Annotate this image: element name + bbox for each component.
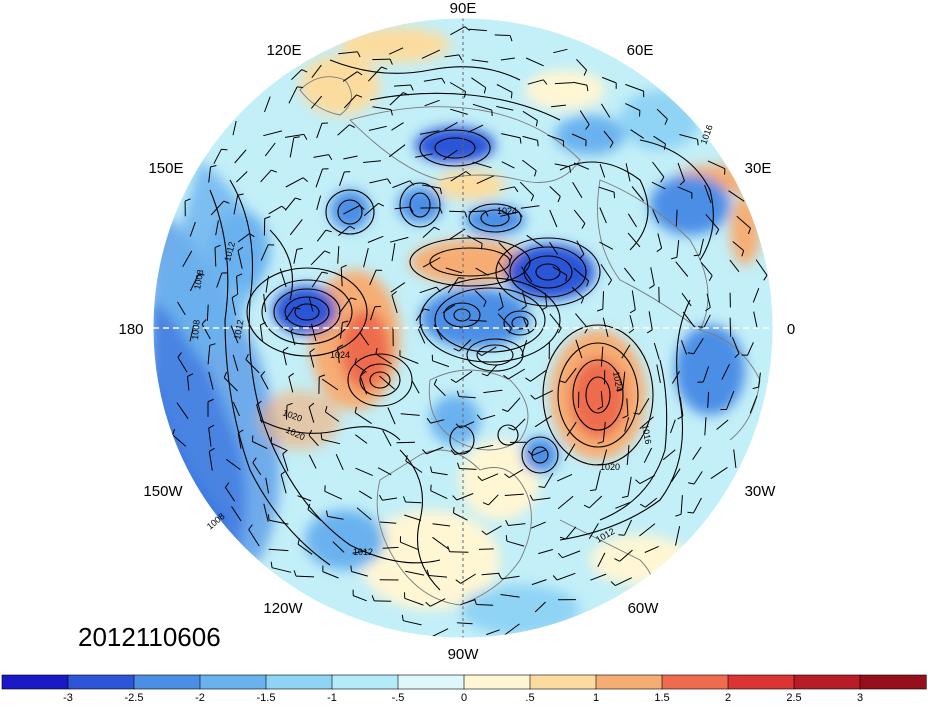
wind-barb (730, 318, 731, 337)
isobar-label: 1016 (698, 123, 714, 145)
colorbar: -3 -2.5 -2 -1.5 -1 -.5 0 .5 1 1.5 2 2.5 3 (2, 675, 926, 702)
colorbar-tick-label: .5 (525, 692, 534, 702)
lon-label-150w: 150W (143, 483, 183, 500)
wind-barb (449, 211, 465, 212)
lon-label-150e: 150E (148, 160, 183, 177)
wind-barb (372, 59, 390, 60)
wind-barb-flag (351, 566, 352, 572)
lon-label-90w: 90W (448, 646, 480, 663)
colorbar-tick-label: 0 (461, 692, 467, 702)
colorbar-swatch (794, 675, 860, 689)
lon-label-90e: 90E (450, 0, 477, 17)
wind-barb (479, 549, 494, 550)
anomaly-field (150, 15, 780, 645)
lon-label-60w: 60W (628, 600, 660, 617)
colorbar-swatch (530, 675, 596, 689)
isobar-label: 1012 (353, 547, 373, 557)
lon-label-180: 180 (118, 321, 143, 338)
colorbar-tick-label: 2 (725, 692, 731, 702)
colorbar-swatch (2, 675, 68, 689)
wind-barb-flag (221, 149, 227, 150)
colorbar-swatch (134, 675, 200, 689)
colorbar-swatch (332, 675, 398, 689)
lon-label-120e: 120E (266, 42, 301, 59)
colorbar-tick-label: 1 (593, 692, 599, 702)
isobar-label: 1008 (190, 319, 202, 340)
colorbar-swatch (200, 675, 266, 689)
colorbar-tick-label: -2 (195, 692, 205, 702)
colorbar-swatch (728, 675, 794, 689)
lon-label-0: 0 (787, 321, 795, 338)
colorbar-swatch (662, 675, 728, 689)
wind-barb (495, 35, 510, 36)
colorbar-tick-label: -1 (327, 692, 337, 702)
wind-barb-flag (482, 243, 483, 249)
wind-barb (603, 291, 604, 309)
colorbar-tick-label: 1.5 (654, 692, 669, 702)
wind-barb (406, 502, 422, 503)
wind-barb (450, 552, 469, 553)
colorbar-swatch (266, 675, 332, 689)
isobar-label: 1024 (330, 350, 350, 360)
colorbar-tick-label: -1.5 (257, 692, 276, 702)
colorbar-swatch (68, 675, 134, 689)
colorbar-tick-label: -2.5 (125, 692, 144, 702)
colorbar-swatch (398, 675, 464, 689)
wind-barb-flag (538, 140, 539, 146)
colorbar-swatch (596, 675, 662, 689)
colorbar-tick-label: -3 (63, 692, 73, 702)
isobar-label: 1020 (600, 462, 620, 472)
wind-barb-flag (297, 87, 303, 88)
isobar-label: 1024 (497, 206, 517, 216)
lon-label-60e: 60E (627, 42, 654, 59)
wind-barb-flag (252, 436, 253, 442)
colorbar-swatch (860, 675, 926, 689)
lon-label-30e: 30E (745, 160, 772, 177)
wind-barb-flag (506, 535, 507, 541)
lon-label-120w: 120W (263, 600, 303, 617)
colorbar-tick-label: -.5 (392, 692, 405, 702)
colorbar-tick-label: 2.5 (786, 692, 801, 702)
wind-barb (476, 605, 493, 606)
wind-barb-flag (454, 507, 455, 513)
lon-label-30w: 30W (745, 483, 777, 500)
colorbar-swatch (464, 675, 530, 689)
colorbar-tick-label: 3 (857, 692, 863, 702)
wind-barb-flag (431, 485, 432, 491)
date-label: 2012110606 (78, 622, 221, 652)
wind-barb-flag (511, 92, 512, 98)
